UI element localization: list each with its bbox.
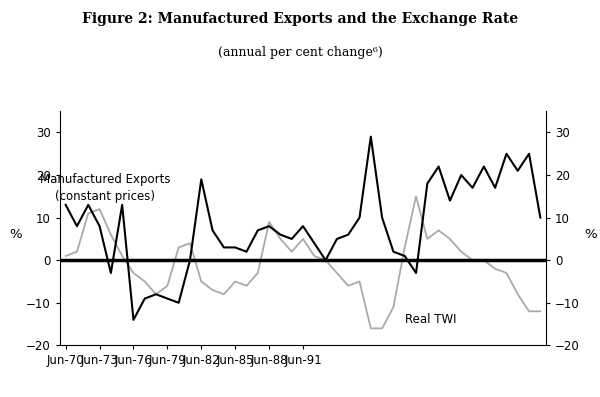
Text: Figure 2: Manufactured Exports and the Exchange Rate: Figure 2: Manufactured Exports and the E…: [82, 12, 518, 26]
Text: (annual per cent change⁶): (annual per cent change⁶): [218, 46, 382, 59]
Text: Manufactured Exports
(constant prices): Manufactured Exports (constant prices): [40, 173, 170, 203]
Y-axis label: %: %: [9, 228, 22, 241]
Y-axis label: %: %: [584, 228, 597, 241]
Text: Real TWI: Real TWI: [405, 313, 456, 326]
